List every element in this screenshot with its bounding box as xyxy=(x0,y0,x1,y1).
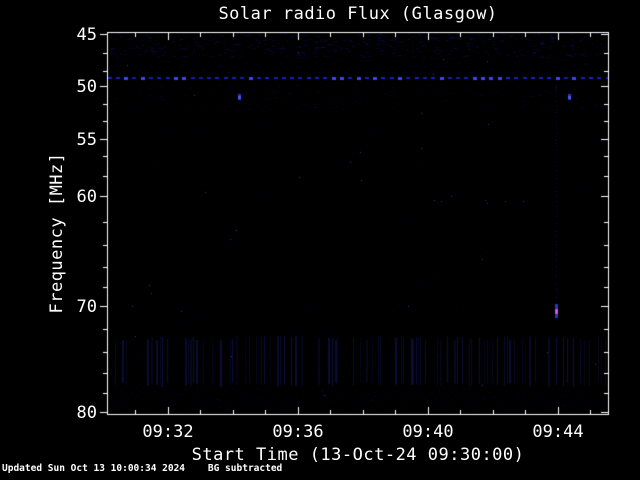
y-tick-label: 50 xyxy=(76,77,97,97)
y-tick-label: 45 xyxy=(76,25,97,45)
y-tick-label: 70 xyxy=(76,297,97,317)
x-tick-label: 09:40 xyxy=(402,422,454,442)
x-tick-label: 09:32 xyxy=(142,422,194,442)
x-tick-label: 09:36 xyxy=(272,422,324,442)
y-tick-label: 80 xyxy=(76,403,97,423)
update-status-text: Updated Sun Oct 13 10:00:34 2024 BG subt… xyxy=(2,463,283,474)
x-tick-label: 09:44 xyxy=(532,422,584,442)
y-tick-label: 60 xyxy=(76,187,97,207)
x-axis-label: Start Time (13-Oct-24 09:30:00) xyxy=(191,445,525,465)
chart-title: Solar radio Flux (Glasgow) xyxy=(218,4,498,24)
y-tick-label: 55 xyxy=(76,130,97,150)
y-axis-label: Frequency [MHz] xyxy=(47,152,67,314)
